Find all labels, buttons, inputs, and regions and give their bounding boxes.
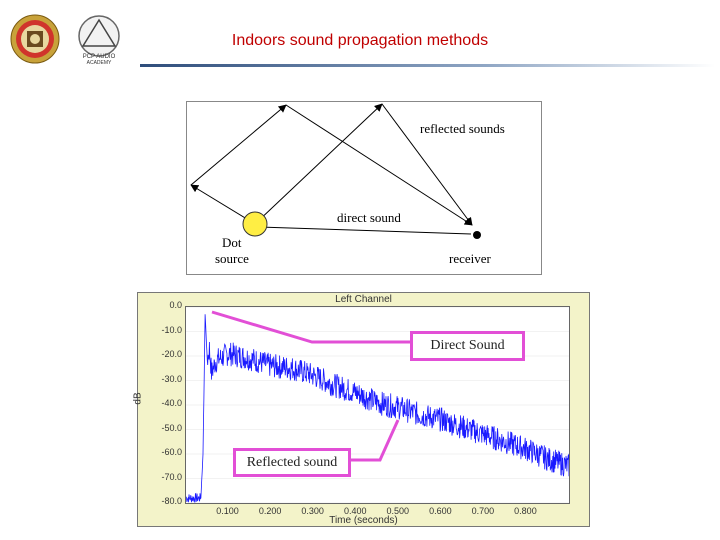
x-tick-label: 0.400: [343, 506, 367, 516]
reflected-sounds-label: reflected sounds: [420, 121, 505, 136]
y-tick-label: -50.0: [161, 422, 182, 433]
y-tick-label: -80.0: [161, 496, 182, 506]
receiver-label: receiver: [449, 251, 491, 266]
page-title: Indoors sound propagation methods: [231, 32, 489, 49]
x-axis-label: Time (seconds): [329, 515, 398, 526]
direct-ray: [258, 226, 472, 235]
source-label-2: source: [215, 251, 249, 266]
ray-2b: [381, 103, 473, 226]
title-underline: [140, 64, 715, 67]
x-tick-label: 0.200: [258, 506, 282, 516]
x-tick-label: 0.600: [429, 506, 452, 516]
propagation-diagram: reflected sounds direct sound Dot source…: [186, 101, 542, 275]
receiver-dot: [473, 231, 481, 239]
reflected-sound-callout: Reflected sound: [233, 448, 351, 477]
x-tick-label: 0.100: [216, 506, 239, 516]
x-tick-label: 0.500: [386, 506, 410, 516]
chart-title: Left Channel: [335, 294, 392, 305]
direct-sound-callout: Direct Sound: [410, 331, 525, 361]
pcp-audio-logo: PCP AUDIO ACADEMY: [78, 15, 120, 66]
x-tick-label: 0.800: [514, 506, 537, 516]
y-tick-label: -70.0: [161, 471, 182, 482]
source-label-1: Dot: [222, 235, 242, 250]
ray-1c: [285, 104, 473, 226]
x-tick-label: 0.300: [301, 506, 324, 516]
impulse-response-chart: Left Channel ⊟△▽ dB 0.0-10.0-20.0-30.0-4…: [133, 292, 590, 527]
series-line: [186, 314, 569, 503]
ray-1b: [190, 104, 287, 186]
y-tick-label: -10.0: [161, 324, 182, 335]
ray-2a: [254, 103, 383, 225]
logo-text-1: PCP AUDIO: [83, 54, 116, 60]
x-tick-label: 0.700: [471, 506, 495, 516]
y-tick-label: -40.0: [161, 398, 182, 408]
y-tick-label: -20.0: [161, 349, 182, 359]
y-tick-label: -60.0: [161, 447, 182, 457]
sound-source: [242, 211, 268, 237]
y-tick-label: 0.0: [169, 300, 182, 310]
y-tick-label: -30.0: [161, 373, 182, 384]
logo-text-2: ACADEMY: [87, 60, 112, 66]
y-axis-label: dB: [132, 392, 144, 405]
university-seal-logo: [10, 14, 60, 64]
direct-sound-label: direct sound: [337, 210, 401, 225]
